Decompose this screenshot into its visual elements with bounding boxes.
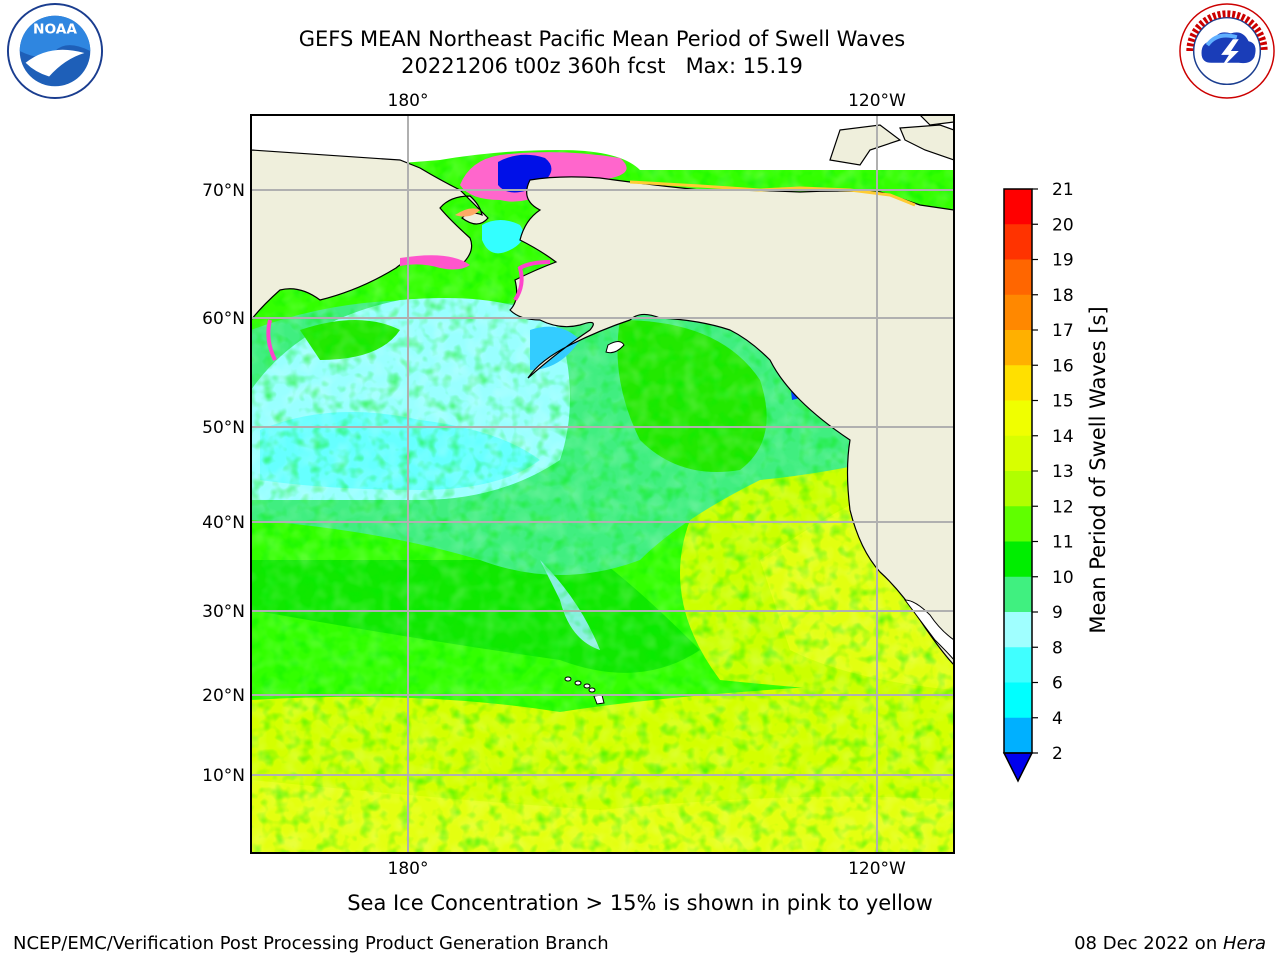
colorbar-tick-label: 10 <box>1052 568 1074 588</box>
colorbar-extend-arrow <box>1002 752 1034 783</box>
colorbar-segment <box>1004 612 1032 648</box>
colorbar-tick-label: 4 <box>1052 709 1063 729</box>
colorbar-tick-label: 9 <box>1052 603 1063 623</box>
colorbar-segment <box>1004 259 1032 296</box>
lat-label-50n: 50°N <box>202 418 245 438</box>
bottom-lon-label-180: 180° <box>388 859 429 879</box>
map-field <box>251 115 954 853</box>
lat-label-70n: 70°N <box>202 181 245 201</box>
colorbar-segment <box>1004 506 1032 542</box>
colorbar-label: Mean Period of Swell Waves [s] <box>1086 306 1110 633</box>
nws-logo-icon <box>1179 3 1275 99</box>
colorbar-segment <box>1004 435 1032 472</box>
colorbar-tick-label: 14 <box>1052 427 1074 447</box>
noaa-logo-icon: NOAA <box>6 2 104 100</box>
noaa-logo-text: NOAA <box>33 21 77 37</box>
bottom-lon-label-120w: 120°W <box>848 859 906 879</box>
colorbar-segment <box>1004 717 1032 754</box>
colorbar-segment <box>1004 576 1032 613</box>
colorbar-tick-label: 6 <box>1052 674 1063 694</box>
top-lon-label-180: 180° <box>388 91 429 111</box>
colorbar-tick-label: 13 <box>1052 462 1074 482</box>
colorbar-segment <box>1004 541 1032 578</box>
lat-label-30n: 30°N <box>202 602 245 622</box>
colorbar-segment <box>1004 330 1032 366</box>
colorbar-tick-label: 18 <box>1052 286 1074 306</box>
title-line-2: 20221206 t00z 360h fcst Max: 15.19 <box>401 54 803 78</box>
colorbar-tick-label: 15 <box>1052 392 1074 412</box>
colorbar-segment <box>1004 224 1032 260</box>
hawaii-islands <box>564 676 605 705</box>
map-gridlines <box>251 115 954 853</box>
colorbar-segment <box>1004 294 1032 331</box>
host-name: Hera <box>1222 933 1266 954</box>
colorbar-segment <box>1004 682 1032 719</box>
lat-label-40n: 40°N <box>202 513 245 533</box>
lat-label-10n: 10°N <box>202 766 245 786</box>
colorbar-segment <box>1004 400 1032 437</box>
colorbar-tick-label: 2 <box>1052 744 1063 764</box>
colorbar-segment <box>1004 647 1032 683</box>
top-lon-label-120w: 120°W <box>848 91 906 111</box>
colorbar-tick-label: 12 <box>1052 497 1074 517</box>
lat-label-60n: 60°N <box>202 309 245 329</box>
map-frame <box>250 114 955 854</box>
colorbar-tick-label: 20 <box>1052 215 1074 235</box>
colorbar-segment <box>1004 365 1032 401</box>
colorbar-tick-label: 21 <box>1052 180 1074 200</box>
colorbar-tick-label: 8 <box>1052 638 1063 658</box>
date-value: 08 Dec 2022 on <box>1074 933 1223 954</box>
colorbar-tick-label: 16 <box>1052 356 1074 376</box>
colorbar-tick-label: 19 <box>1052 251 1074 271</box>
colorbar-tick-label: 17 <box>1052 321 1074 341</box>
lat-label-20n: 20°N <box>202 686 245 706</box>
title-line-1: GEFS MEAN Northeast Pacific Mean Period … <box>298 27 906 51</box>
colorbar-segment <box>1004 189 1032 225</box>
colorbar-segment <box>1004 471 1032 507</box>
colorbar: 21 20 19 18 17 16 15 14 13 12 11 10 9 8 6 4 2 <box>1002 180 1074 783</box>
sea-ice-note: Sea Ice Concentration > 15% is shown in … <box>347 891 933 915</box>
colorbar-tick-label: 11 <box>1052 533 1074 553</box>
credit-text: NCEP/EMC/Verification Post Processing Pr… <box>13 933 609 954</box>
date-text: 08 Dec 2022 on Hera <box>1074 933 1266 954</box>
